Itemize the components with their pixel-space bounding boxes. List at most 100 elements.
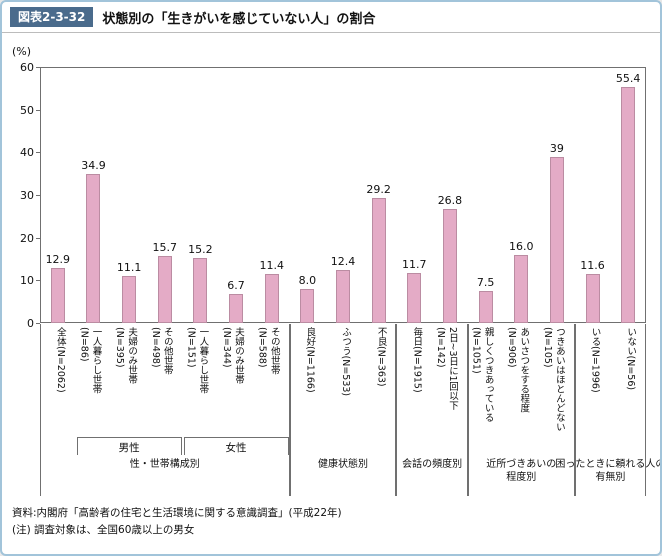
- source-note: 資料:内閣府「高齢者の住宅と生活環境に関する意識調査」(平成22年): [12, 507, 342, 519]
- bar-category-label: 親しくつきあっている (N=1051): [458, 327, 494, 435]
- subgroup-label: 女性: [183, 437, 289, 455]
- bar-category-label: 2日~3日に1回以下 (N=142): [422, 327, 458, 435]
- vertical-label-text: ふつう(N=533): [340, 327, 351, 397]
- y-axis-tick-label: 60: [20, 61, 34, 74]
- vertical-label-text: (N=906): [506, 327, 518, 368]
- group-divider: [574, 324, 646, 496]
- vertical-label-text: 親しくつきあっている: [482, 327, 494, 422]
- bar-value-label: 16.0: [508, 239, 534, 253]
- chart-layer: 0 10 20 30 40 50 60 12.9 全体(N=2062) 34.9 一人暮らし世帯 (N…: [2, 33, 660, 501]
- y-axis-tick-label: 10: [20, 274, 34, 288]
- vertical-label-text: (N=498): [149, 327, 161, 368]
- bar: [407, 273, 422, 323]
- bar-value-label: 7.5: [476, 276, 495, 289]
- bar: [442, 208, 457, 323]
- vertical-label-text: 2日~3日に1回以下: [446, 327, 458, 411]
- figure-number-badge: 図表2-3-32: [10, 7, 94, 27]
- group-divider: [396, 324, 468, 496]
- group-label: 困ったときに頼れる人の 有無別: [555, 459, 662, 483]
- bar-value-label: 39: [549, 141, 564, 155]
- bar-category-label: つきあいはほとんどない (N=105): [529, 327, 565, 435]
- bar: [549, 156, 564, 323]
- vertical-label-text: 毎日(N=1915): [411, 327, 423, 393]
- vertical-label-text: (N=105): [541, 327, 553, 368]
- bar-category-label: 夫婦のみ世帯 (N=395): [101, 327, 137, 435]
- footer: 資料:内閣府「高齢者の住宅と生活環境に関する意識調査」(平成22年) (注) 調…: [12, 505, 660, 539]
- y-axis-tick-label: 40: [20, 146, 34, 160]
- bar: [122, 275, 137, 323]
- y-axis-unit-label: (%): [12, 45, 32, 58]
- vertical-label-text: (N=588): [256, 327, 268, 368]
- bar-value-label: 12.9: [45, 252, 71, 266]
- bar-category-label: あいさつをする程度 (N=906): [493, 327, 529, 435]
- bar: [86, 174, 101, 323]
- bar: [371, 198, 386, 323]
- bar: [157, 256, 172, 323]
- figure-header: 図表2-3-32 状態別の「生きがいを感じていない人」の割合: [2, 2, 660, 33]
- vertical-label-text: (N=1051): [470, 327, 482, 374]
- subgroup-label: 男性: [76, 437, 182, 455]
- bar: [50, 267, 65, 323]
- bar: [585, 273, 600, 323]
- bar-category-label: いない(N=56): [600, 327, 636, 435]
- y-axis-tick-label: 0: [27, 317, 34, 330]
- bar-value-label: 11.6: [580, 258, 605, 272]
- y-axis-tick-mark: [36, 152, 40, 154]
- vertical-label-text: 全体(N=2062): [54, 327, 66, 393]
- vertical-label-text: いる(N=1996): [589, 327, 601, 393]
- y-axis-tick-mark: [36, 280, 40, 282]
- bar-value-label: 12.4: [330, 255, 356, 269]
- vertical-label-text: 不良(N=363): [375, 327, 387, 387]
- bar: [336, 270, 350, 323]
- group-divider: [289, 324, 397, 496]
- group-divider: [467, 324, 575, 496]
- bar: [229, 294, 244, 323]
- vertical-label-text: (N=395): [114, 327, 126, 368]
- bar-value-label: 34.9: [81, 159, 106, 173]
- group-label: 健康状態別: [318, 459, 368, 470]
- bar: [478, 291, 493, 323]
- y-axis-tick-label: 50: [20, 103, 34, 117]
- bar-category-label: 一人暮らし世帯 (N=151): [172, 327, 208, 435]
- vertical-label-text: その他世帯: [268, 327, 280, 375]
- bar-chart: (%) 0 10 20 30 40 50 60 12.9 全体(N=2062) 34.9 一人暮らし…: [2, 33, 660, 501]
- bar-category-label: ふつう(N=533): [315, 327, 351, 435]
- bar-category-label: その他世帯 (N=498): [137, 327, 173, 435]
- vertical-label-text: 良好(N=1166): [304, 327, 316, 393]
- y-axis-tick-mark: [36, 323, 40, 324]
- vertical-label-text: その他世帯: [161, 327, 173, 375]
- bar: [514, 254, 529, 323]
- bar-category-label: 夫婦のみ世帯 (N=344): [208, 327, 244, 435]
- bar-category-label: いる(N=1996): [565, 327, 601, 435]
- bar-category-label: 全体(N=2062): [30, 327, 66, 435]
- bar-category-label: その他世帯 (N=588): [244, 327, 280, 435]
- vertical-label-text: つきあいはほとんどない: [553, 327, 565, 432]
- vertical-label-text: (N=151): [185, 327, 197, 368]
- figure-title: 状態別の「生きがいを感じていない人」の割合: [102, 11, 376, 27]
- bar-value-label: 11.7: [402, 258, 427, 272]
- bar-value-label: 11.4: [259, 259, 284, 273]
- bar-category-label: 良好(N=1166): [279, 327, 315, 435]
- y-axis-tick-label: 30: [20, 189, 34, 202]
- bar-value-label: 26.8: [437, 193, 463, 207]
- bar-value-label: 8.0: [298, 273, 317, 287]
- bar-value-label: 6.7: [227, 279, 245, 293]
- bar-value-label: 15.7: [152, 241, 178, 254]
- y-axis-tick-mark: [36, 109, 40, 111]
- vertical-label-text: (N=86): [78, 327, 90, 362]
- bar-category-label: 一人暮らし世帯 (N=86): [65, 327, 101, 435]
- bar: [264, 274, 279, 323]
- vertical-label-text: あいさつをする程度: [518, 327, 530, 413]
- group-label: 近所づきあいの 程度別: [486, 459, 557, 483]
- bar-value-label: 11.1: [116, 260, 142, 274]
- survey-note: (注) 調査対象は、全国60歳以上の男女: [12, 524, 195, 536]
- vertical-label-text: (N=142): [434, 327, 446, 368]
- bar-value-label: 55.4: [615, 71, 641, 85]
- bar: [193, 258, 208, 323]
- bar: [300, 288, 315, 323]
- group-label: 会話の頻度別: [402, 459, 463, 470]
- bar-value-label: 29.2: [366, 183, 391, 197]
- vertical-label-text: (N=344): [221, 327, 233, 368]
- y-axis-tick-label: 20: [20, 231, 34, 245]
